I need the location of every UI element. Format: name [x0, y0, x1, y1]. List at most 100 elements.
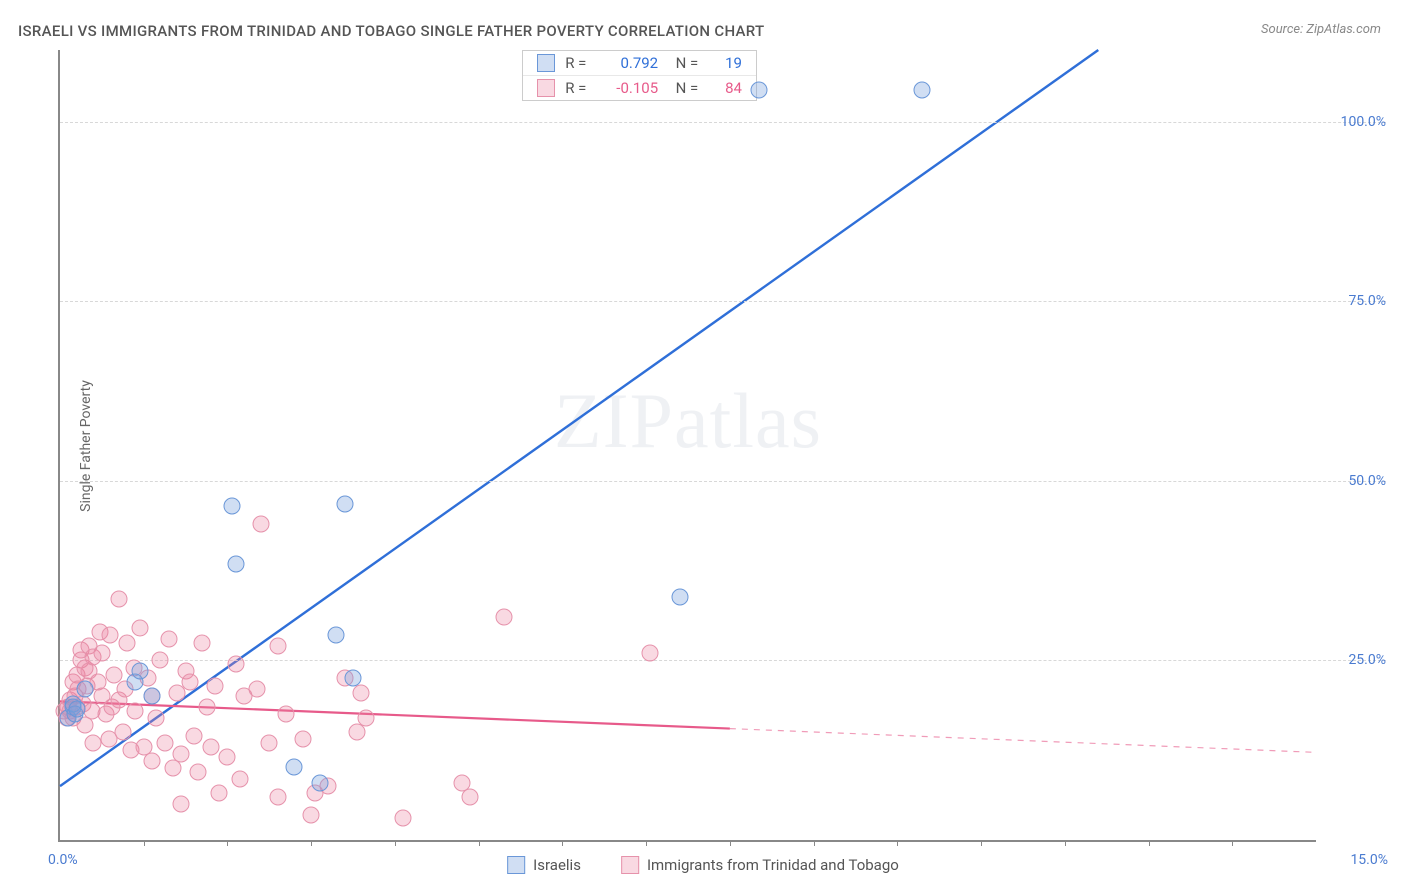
data-point-trinidad — [185, 727, 202, 744]
data-point-trinidad — [114, 724, 131, 741]
data-point-trinidad — [269, 788, 286, 805]
data-point-israelis — [227, 555, 244, 572]
data-point-trinidad — [156, 735, 173, 752]
data-point-israelis — [671, 589, 688, 606]
data-point-trinidad — [194, 634, 211, 651]
data-point-israelis — [345, 670, 362, 687]
data-point-trinidad — [127, 702, 144, 719]
data-point-israelis — [68, 701, 85, 718]
legend-label: Israelis — [533, 856, 581, 874]
data-point-trinidad — [173, 745, 190, 762]
data-point-trinidad — [152, 652, 169, 669]
x-tick — [646, 840, 647, 846]
grid-line — [60, 481, 1386, 482]
x-tick — [227, 840, 228, 846]
trend-lines — [60, 50, 1316, 840]
data-point-israelis — [223, 498, 240, 515]
source-attribution: Source: ZipAtlas.com — [1261, 22, 1381, 37]
data-point-trinidad — [190, 763, 207, 780]
data-point-trinidad — [102, 627, 119, 644]
data-point-trinidad — [232, 770, 249, 787]
stat-r-value: 0.792 — [600, 54, 658, 72]
data-point-trinidad — [269, 638, 286, 655]
stats-legend-box: R = 0.792 N = 19R = -0.105 N = 84 — [522, 50, 757, 101]
trend-line-dashed-trinidad — [730, 729, 1316, 753]
y-tick-label: 50.0% — [1324, 473, 1386, 489]
correlation-chart: ISRAELI VS IMMIGRANTS FROM TRINIDAD AND … — [0, 0, 1406, 892]
stats-row-israelis: R = 0.792 N = 19 — [523, 51, 756, 75]
data-point-trinidad — [261, 735, 278, 752]
trend-line-israelis — [60, 50, 1098, 786]
stat-r-label: R = — [565, 54, 590, 72]
stat-n-label: N = — [668, 54, 702, 72]
data-point-trinidad — [202, 738, 219, 755]
data-point-trinidad — [248, 681, 265, 698]
data-point-trinidad — [395, 810, 412, 827]
x-axis-min-label: 0.0% — [48, 852, 78, 868]
legend-item-trinidad: Immigrants from Trinidad and Tobago — [621, 856, 899, 874]
swatch-israelis — [537, 54, 555, 72]
grid-line — [60, 122, 1386, 123]
data-point-trinidad — [357, 709, 374, 726]
x-tick — [395, 840, 396, 846]
data-point-trinidad — [160, 630, 177, 647]
data-point-trinidad — [227, 656, 244, 673]
x-tick — [981, 840, 982, 846]
data-point-israelis — [77, 681, 94, 698]
x-axis-max-label: 15.0% — [1350, 852, 1388, 868]
data-point-israelis — [144, 688, 161, 705]
data-point-israelis — [328, 627, 345, 644]
stat-n-label: N = — [668, 79, 702, 97]
data-point-trinidad — [173, 796, 190, 813]
data-point-trinidad — [131, 620, 148, 637]
data-point-trinidad — [118, 634, 135, 651]
x-tick — [562, 840, 563, 846]
data-point-trinidad — [349, 724, 366, 741]
data-point-trinidad — [219, 749, 236, 766]
data-point-trinidad — [495, 609, 512, 626]
data-point-trinidad — [211, 785, 228, 802]
grid-line — [60, 660, 1386, 661]
grid-line — [60, 301, 1386, 302]
data-point-trinidad — [278, 706, 295, 723]
stat-r-label: R = — [565, 79, 590, 97]
data-point-trinidad — [353, 684, 370, 701]
data-point-israelis — [311, 774, 328, 791]
x-tick — [897, 840, 898, 846]
stat-n-value: 84 — [712, 79, 742, 97]
plot-area: ZIPatlas 0.0% 15.0% R = 0.792 N = 19R = … — [58, 50, 1316, 842]
legend-swatch-israelis — [507, 856, 525, 874]
data-point-trinidad — [294, 731, 311, 748]
x-tick — [814, 840, 815, 846]
data-point-trinidad — [198, 699, 215, 716]
data-point-israelis — [131, 663, 148, 680]
data-point-trinidad — [642, 645, 659, 662]
bottom-legend: Israelis Immigrants from Trinidad and Tob… — [507, 856, 899, 874]
swatch-trinidad — [537, 79, 555, 97]
chart-title: ISRAELI VS IMMIGRANTS FROM TRINIDAD AND … — [18, 22, 764, 40]
data-point-trinidad — [206, 677, 223, 694]
stat-n-value: 19 — [712, 54, 742, 72]
data-point-trinidad — [148, 709, 165, 726]
data-point-trinidad — [110, 591, 127, 608]
x-tick — [479, 840, 480, 846]
data-point-trinidad — [144, 753, 161, 770]
x-tick — [1065, 840, 1066, 846]
x-tick — [1149, 840, 1150, 846]
legend-swatch-trinidad — [621, 856, 639, 874]
y-tick-label: 75.0% — [1324, 293, 1386, 309]
data-point-trinidad — [252, 516, 269, 533]
stat-r-value: -0.105 — [600, 79, 658, 97]
y-tick-label: 25.0% — [1324, 652, 1386, 668]
watermark: ZIPatlas — [554, 376, 822, 466]
data-point-israelis — [751, 81, 768, 98]
legend-label: Immigrants from Trinidad and Tobago — [647, 856, 899, 874]
data-point-trinidad — [462, 788, 479, 805]
x-tick — [311, 840, 312, 846]
data-point-israelis — [286, 758, 303, 775]
data-point-israelis — [914, 81, 931, 98]
data-point-trinidad — [93, 645, 110, 662]
x-tick — [1232, 840, 1233, 846]
x-tick — [730, 840, 731, 846]
data-point-trinidad — [165, 760, 182, 777]
